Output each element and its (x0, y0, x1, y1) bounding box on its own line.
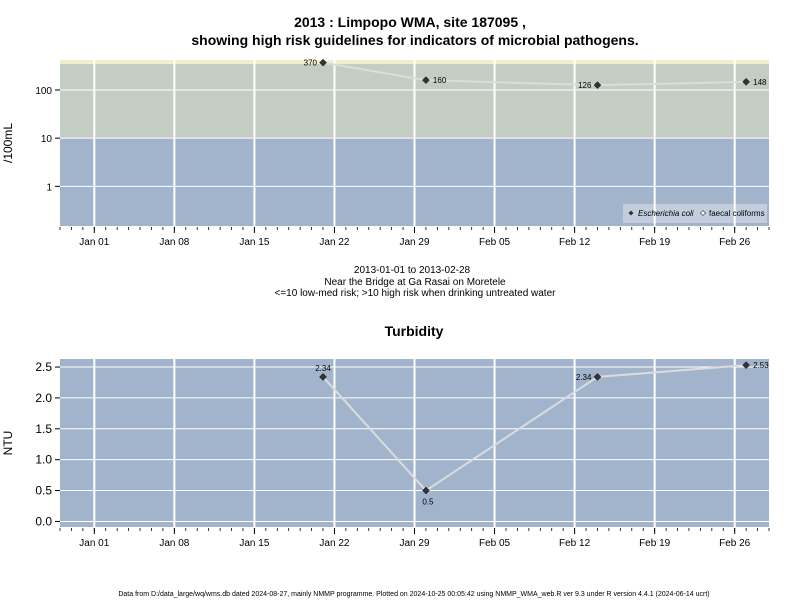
x-tick-label: Feb 12 (559, 538, 591, 549)
x-tick-label: Feb 19 (639, 237, 671, 248)
x-tick-label: Jan 29 (399, 237, 429, 248)
x-tick-label: Jan 15 (239, 237, 269, 248)
y-axis-label: NTU (1, 431, 15, 456)
legend-background (623, 204, 767, 223)
legend-label: Escherichia coli (638, 209, 694, 218)
x-tick-label: Jan 08 (159, 237, 189, 248)
data-point-label: 126 (578, 81, 592, 90)
x-tick-label: Jan 01 (79, 237, 109, 248)
x-tick-label: Feb 26 (719, 538, 751, 549)
data-point-marker (319, 373, 327, 381)
x-tick-label: Jan 01 (79, 538, 109, 549)
series-line (322, 61, 747, 87)
x-tick-label: Feb 05 (479, 237, 511, 248)
data-point-label: 0.5 (422, 498, 434, 507)
series-line (322, 364, 747, 492)
y-tick-label: 10 (41, 134, 53, 145)
data-point-marker (593, 373, 602, 381)
data-point-marker (742, 77, 750, 86)
chart-legend: Escherichia coli faecal coliforms (623, 204, 767, 223)
y-tick-label: 0.5 (35, 484, 52, 498)
x-tick-label: Jan 29 (399, 538, 429, 549)
x-tick-label: Feb 19 (639, 538, 671, 549)
x-tick-label: Feb 05 (479, 538, 511, 549)
x-tick-label: Jan 08 (159, 538, 189, 549)
footer-note: Data from D:/data_large/wq/wms.db dated … (118, 591, 709, 598)
legend-marker-open (700, 210, 706, 216)
data-point-marker (422, 76, 430, 85)
y-tick-label: 1 (46, 182, 52, 193)
data-point-marker (422, 486, 430, 495)
data-point-label: 148 (753, 78, 767, 87)
x-tick-label: Feb 26 (719, 237, 751, 248)
legend-marker-filled (628, 210, 634, 216)
y-axis-label: /100mL (1, 123, 15, 163)
data-point-label: 2.34 (315, 364, 331, 373)
y-tick-label: 2.5 (35, 360, 52, 374)
y-tick-label: 2.0 (35, 391, 52, 405)
y-tick-label: 100 (35, 86, 52, 97)
x-tick-label: Jan 22 (319, 538, 349, 549)
y-tick-label: 1.0 (35, 453, 52, 467)
page-title-line-1: 2013 : Limpopo WMA, site 187095 , (294, 14, 526, 30)
data-point-marker (593, 81, 602, 90)
page-title-line-2: showing high risk guidelines for indicat… (191, 32, 638, 48)
turbidity-title: Turbidity (385, 323, 444, 339)
data-point-marker (742, 361, 750, 370)
x-tick-label: Jan 15 (239, 538, 269, 549)
site-description-subtitle: Near the Bridge at Ga Rasai on Moretele (324, 277, 506, 288)
turbidity-chart: 0.0 0.5 1.0 1.5 2.0 2.5 Jan 01 Jan 08 Jan 15 Jan … (1, 359, 770, 549)
data-point-label: 370 (304, 59, 318, 68)
data-point-label: 2.34 (576, 373, 592, 382)
y-tick-label: 1.5 (35, 422, 52, 436)
data-point-marker (319, 58, 327, 67)
data-point-label: 160 (433, 76, 447, 85)
legend-label: faecal coliforms (709, 209, 765, 218)
x-tick-label: Feb 12 (559, 237, 591, 248)
date-range-subtitle: 2013-01-01 to 2013-02-28 (354, 265, 471, 276)
ecoli-chart: 1 10 100 Jan 01 Jan 08 Jan 15 Jan 22 Jan 29 Feb … (1, 58, 770, 248)
y-tick-label: 0.0 (35, 514, 52, 528)
x-tick-label: Jan 22 (319, 237, 349, 248)
data-point-label: 2.53 (753, 361, 769, 370)
risk-guideline-subtitle: <=10 low-med risk; >10 high risk when dr… (275, 288, 557, 299)
